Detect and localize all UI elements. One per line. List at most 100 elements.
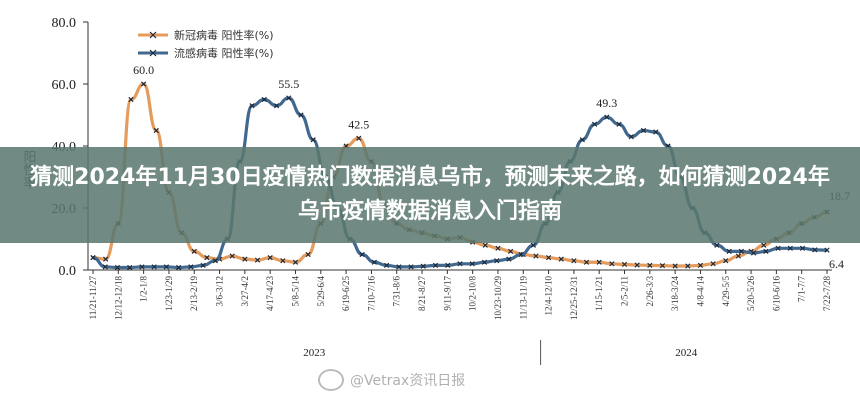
legend-marker-icon <box>149 49 157 57</box>
data-point <box>604 114 610 120</box>
data-point <box>200 262 206 268</box>
data-point <box>799 245 806 251</box>
x-tick-label: 5/20-5/26 <box>746 276 756 311</box>
data-point <box>571 258 577 264</box>
data-point <box>533 253 539 259</box>
data-point <box>204 254 210 261</box>
data-point <box>596 259 602 265</box>
data-point <box>176 264 182 271</box>
data-point <box>763 248 769 255</box>
x-axis-ticks: 11/21-11/27 12/12-12/18 1/2-1/8 1/23-1/29 2/… <box>88 270 832 320</box>
data-point <box>469 261 475 267</box>
data-point <box>787 245 793 251</box>
x-tick-label: 7/22-7/28 <box>822 276 832 311</box>
data-point <box>659 263 666 269</box>
data-point <box>310 137 316 143</box>
x-tick-label: 6/10-6/16 <box>771 276 781 311</box>
x-tick-label: 4/8-4/14 <box>695 276 705 307</box>
data-point <box>292 259 299 265</box>
data-point <box>396 264 402 270</box>
data-label: 55.5 <box>278 77 299 91</box>
x-tick-label: 1/2-1/8 <box>139 276 149 302</box>
data-point <box>647 262 653 268</box>
data-point <box>371 259 377 265</box>
data-point <box>90 254 96 261</box>
x-tick-label: 3/18-3/24 <box>670 276 680 311</box>
data-point <box>102 264 108 270</box>
data-point <box>139 264 145 270</box>
x-tick-label: 6/19-6/25 <box>341 276 351 311</box>
data-point <box>726 248 732 255</box>
data-point <box>261 96 267 103</box>
watermark-text: @Vetrax资讯日报 <box>350 373 466 389</box>
data-point <box>735 253 742 259</box>
x-tick-label: 5/8-5/14 <box>290 276 300 307</box>
y-tick-label: 0.0 <box>59 264 77 279</box>
x-tick-label: 12/25-12/31 <box>569 276 579 320</box>
data-point <box>445 262 451 268</box>
data-point <box>738 248 744 255</box>
x-tick-label: 7/1-7/7 <box>797 276 807 302</box>
data-point <box>609 261 615 267</box>
data-point <box>506 256 512 262</box>
x-tick-label: 7/10-7/16 <box>366 276 376 311</box>
data-point <box>280 258 286 264</box>
data-point <box>408 264 414 270</box>
data-point <box>114 264 121 271</box>
headline-banner: 猜测2024年11月30日疫情热门数据消息乌市，预测未来之路，如何猜测2024年… <box>0 147 860 243</box>
legend-marker-icon <box>149 31 157 39</box>
data-point <box>242 256 248 262</box>
legend-item: 流感病毒 阳性率(%) <box>138 46 274 60</box>
data-point <box>305 251 311 258</box>
data-point <box>583 259 590 265</box>
legend-label: 流感病毒 阳性率(%) <box>174 46 274 60</box>
data-point <box>761 242 767 248</box>
data-point <box>710 261 716 267</box>
data-label: 42.5 <box>348 117 369 131</box>
year-label: 2024 <box>675 347 698 359</box>
y-tick-label: 60.0 <box>52 78 77 93</box>
data-point <box>545 254 552 261</box>
data-point <box>254 257 261 263</box>
data-point <box>151 264 157 270</box>
data-point <box>229 253 235 259</box>
data-point <box>653 129 659 135</box>
data-point <box>356 135 362 141</box>
data-point <box>127 264 133 271</box>
x-tick-label: 2/5-2/11 <box>620 276 630 306</box>
data-point <box>249 103 255 109</box>
data-point <box>286 95 292 101</box>
x-tick-label: 12/4-12/10 <box>544 276 554 316</box>
data-point <box>685 263 691 269</box>
data-point <box>298 112 304 118</box>
data-point <box>457 261 463 267</box>
data-point <box>163 264 170 270</box>
data-point <box>628 134 634 140</box>
legend-item: 新冠病毒 阳性率(%) <box>138 28 274 42</box>
data-point <box>140 81 147 87</box>
x-tick-label: 10/23-10/29 <box>493 276 503 320</box>
data-point <box>775 245 781 251</box>
data-point <box>579 137 585 143</box>
headline-title[interactable]: 猜测2024年11月30日疫情热门数据消息乌市，预测未来之路，如何猜测2024年… <box>30 165 830 224</box>
x-tick-label: 5/29-6/4 <box>316 276 326 307</box>
data-point <box>481 259 488 265</box>
x-tick-label: 10/2-10/8 <box>468 276 478 311</box>
data-point <box>494 258 500 264</box>
data-point <box>634 262 640 268</box>
data-point <box>812 247 818 253</box>
data-point <box>640 127 647 134</box>
data-point <box>128 96 134 103</box>
data-point <box>530 242 537 248</box>
x-tick-label: 7/31-8/6 <box>392 276 402 307</box>
data-point <box>616 121 622 127</box>
data-point <box>714 242 720 248</box>
y-tick-label: 80.0 <box>52 16 77 31</box>
data-point <box>750 250 757 256</box>
x-tick-label: 1/15-1/21 <box>594 276 604 311</box>
x-tick-label: 4/29-5/5 <box>721 276 731 307</box>
data-point <box>482 242 488 248</box>
data-point <box>518 251 524 258</box>
data-point <box>191 248 197 255</box>
